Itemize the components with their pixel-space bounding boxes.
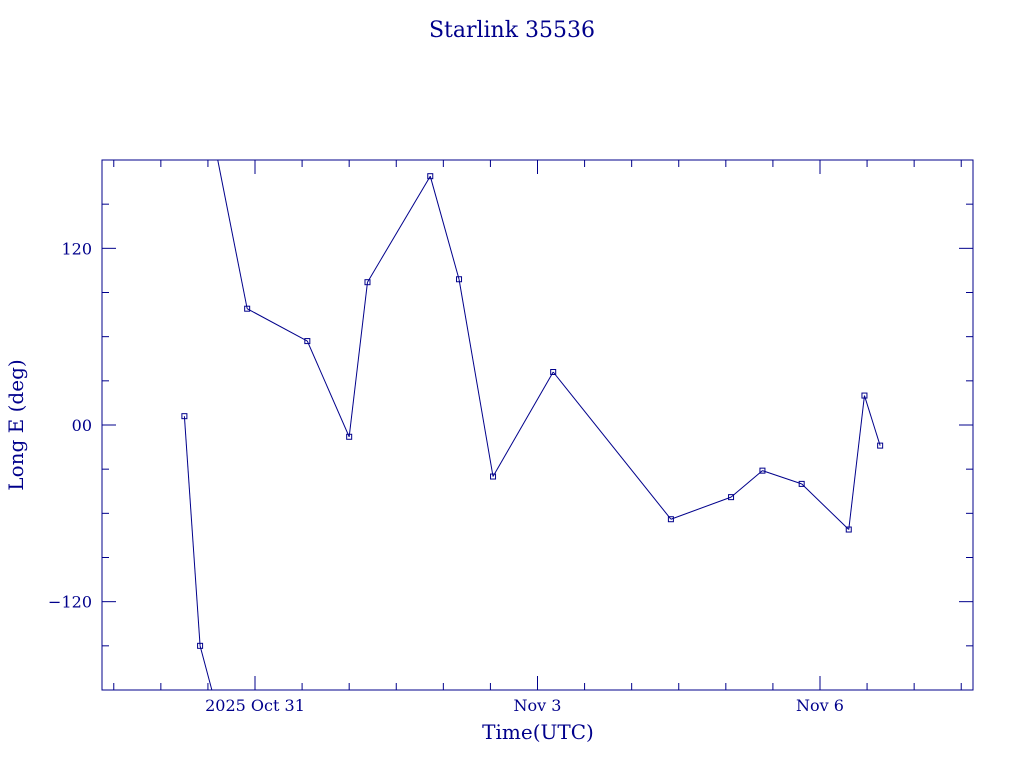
x-tick-label: Nov 3: [514, 696, 562, 715]
series-segment: [670, 496, 732, 520]
series-segment: [183, 416, 201, 646]
series-segment: [492, 371, 554, 477]
series-segment: [552, 371, 672, 520]
series-line-group: [181, 159, 884, 691]
data-point: [728, 494, 735, 501]
series-segment: [863, 395, 881, 446]
data-point: [759, 467, 766, 474]
series-segment: [801, 483, 850, 530]
series-segment: [429, 176, 460, 280]
series-segment: [246, 308, 308, 342]
data-point: [490, 473, 497, 480]
series-segment: [730, 470, 763, 498]
plot-frame: [101, 159, 974, 691]
x-axis: 2025 Oct 31 Nov 3 Nov 6: [113, 160, 962, 715]
data-point: [304, 338, 311, 345]
data-point: [861, 392, 868, 399]
data-point: [346, 433, 353, 440]
y-axis-label: Long E (deg): [4, 359, 28, 490]
data-point: [427, 173, 434, 180]
series-segment: [348, 282, 368, 437]
data-point: [877, 442, 884, 449]
chart-title: Starlink 35536: [429, 18, 595, 43]
data-point: [667, 516, 674, 523]
series-segment: [458, 279, 494, 477]
data-point: [197, 642, 204, 649]
y-tick-label: −120: [48, 593, 92, 612]
data-point: [244, 305, 251, 312]
data-point: [181, 413, 188, 420]
y-axis: 120 00 −120: [48, 203, 973, 647]
x-tick-label: Nov 6: [796, 696, 844, 715]
series-segment: [199, 645, 213, 691]
series-segment: [306, 340, 350, 437]
data-point: [364, 279, 371, 286]
data-point: [456, 276, 463, 283]
series-segment: [848, 395, 865, 530]
y-tick-label: 120: [61, 239, 92, 258]
series-segment: [762, 470, 802, 485]
series-segment: [367, 175, 431, 283]
series-segment: [217, 159, 248, 309]
x-tick-label: 2025 Oct 31: [205, 696, 305, 715]
data-point: [845, 526, 852, 533]
data-point: [550, 369, 557, 375]
x-axis-label: Time(UTC): [482, 720, 594, 744]
y-tick-label: 00: [72, 416, 92, 435]
data-point: [798, 480, 805, 487]
